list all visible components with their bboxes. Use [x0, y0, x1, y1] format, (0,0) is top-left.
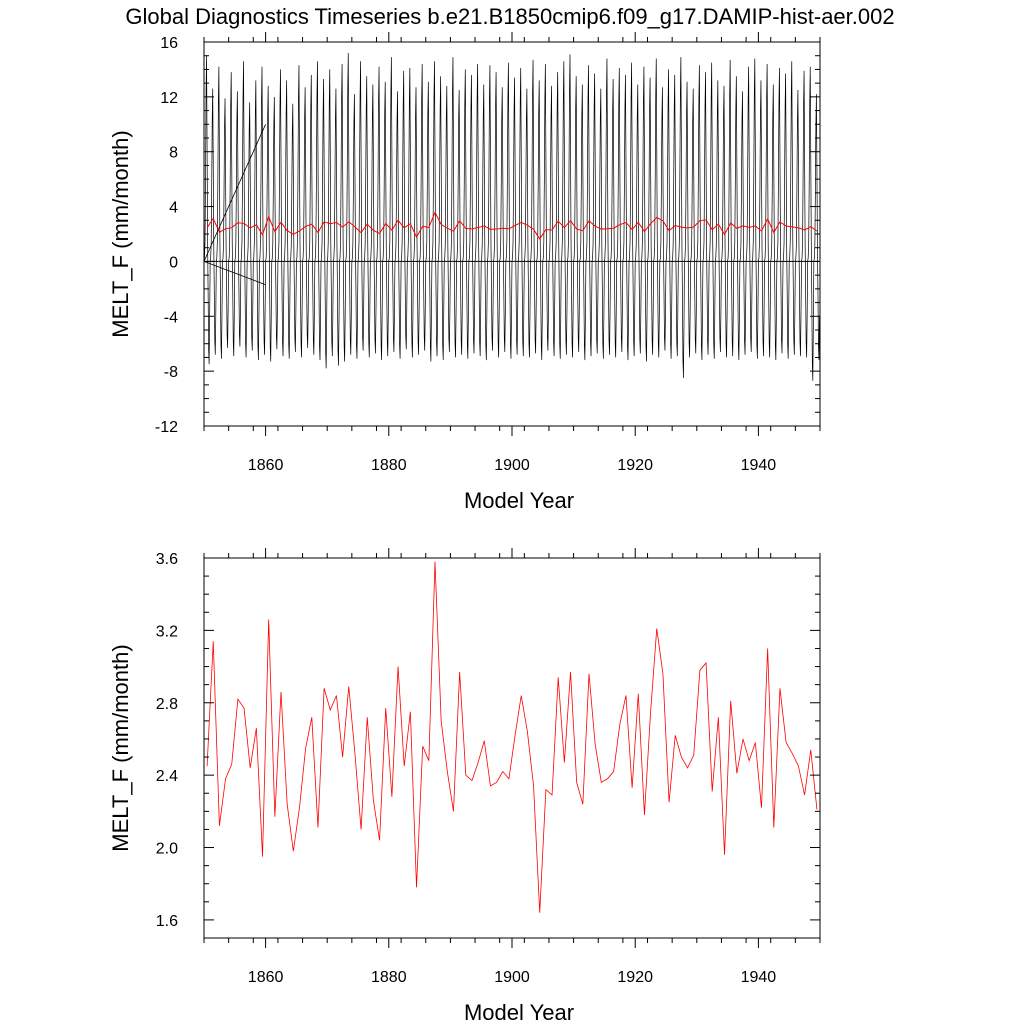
y-tick-label: 3.6 [156, 551, 178, 568]
y-tick-label: 8 [169, 145, 178, 162]
x-tick-label: 1920 [617, 457, 653, 474]
x-tick-label: 1880 [371, 969, 407, 986]
x-tick-labels: 1860 1880 1900 1920 1940 [248, 457, 776, 474]
y-tick-label: -8 [164, 364, 178, 381]
trend-line-upper [203, 124, 266, 262]
y-tick-label: 12 [160, 90, 178, 107]
x-tick-label: 1880 [371, 457, 407, 474]
y-tick-label: 4 [169, 200, 178, 217]
y-tick-labels: -12 -8 -4 0 4 8 12 16 [155, 35, 178, 436]
x-axis-label: Model Year [464, 1000, 574, 1024]
y-tick-label: 3.2 [156, 623, 178, 640]
plot-frame [203, 557, 821, 939]
series-layer [203, 52, 820, 381]
x-tick-label: 1940 [741, 969, 777, 986]
y-tick-label: 1.6 [156, 913, 178, 930]
series-layer [206, 561, 818, 913]
y-tick-label: 16 [160, 35, 178, 52]
annual-mean-series-line [206, 561, 818, 913]
x-tick-label: 1900 [494, 969, 530, 986]
plot-frame [203, 41, 821, 427]
annual-mean-series-line [206, 211, 818, 240]
y-tick-label: 2.4 [156, 768, 178, 785]
panel-annual-mean: 1.62.02.42.83.23.6 1860 1880 1900 1920 1940 … [108, 548, 821, 1024]
y-tick-labels: 1.6 2.0 2.4 2.8 3.2 3.6 [156, 551, 178, 930]
x-tick-label: 1860 [248, 969, 284, 986]
y-tick-label: -12 [155, 419, 178, 436]
y-axis-label: MELT_F (mm/month) [108, 130, 133, 337]
axis-ticks [203, 32, 821, 436]
x-tick-label: 1920 [617, 969, 653, 986]
y-axis-label: MELT_F (mm/month) [108, 644, 133, 851]
trend-line-lower [203, 261, 266, 286]
axis-ticks [203, 548, 821, 948]
y-tick-label: -4 [164, 309, 178, 326]
x-tick-label: 1940 [741, 457, 777, 474]
panel-monthly-timeseries: -12 -8 -4 0 4 8 12 16 1860 1880 1900 1920 1940 Mode… [108, 32, 821, 513]
chart-title: Global Diagnostics Timeseries b.e21.B185… [125, 4, 894, 29]
x-tick-label: 1900 [494, 457, 530, 474]
x-tick-label: 1860 [248, 457, 284, 474]
x-tick-labels: 1860 1880 1900 1920 1940 [248, 969, 776, 986]
y-tick-label: 2.0 [156, 841, 178, 858]
y-tick-label: 0 [169, 254, 178, 271]
y-tick-label: 2.8 [156, 696, 178, 713]
monthly-series-line [203, 52, 820, 381]
x-axis-label: Model Year [464, 488, 574, 513]
